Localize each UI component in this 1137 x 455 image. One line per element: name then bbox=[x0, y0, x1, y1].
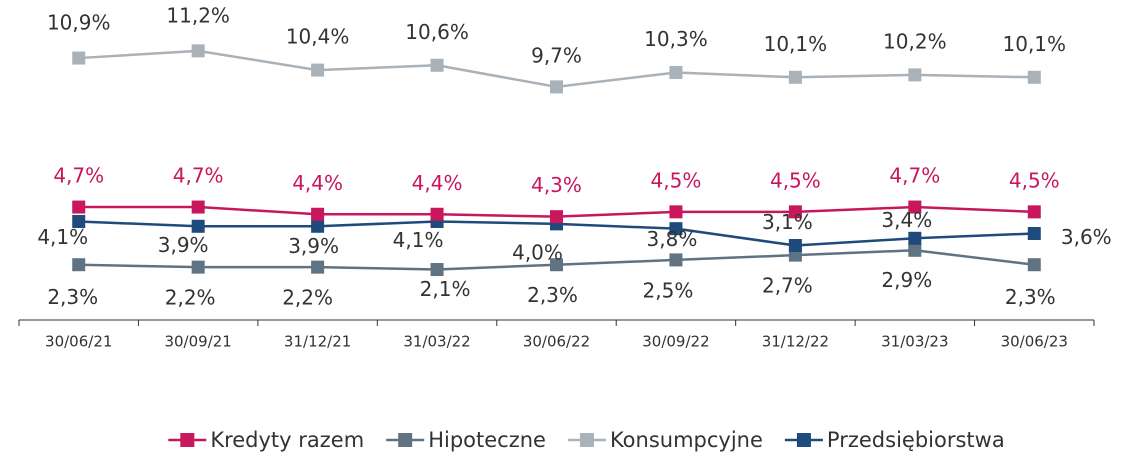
data-label: 10,2% bbox=[883, 29, 947, 53]
marker bbox=[908, 243, 922, 257]
data-label: 10,4% bbox=[286, 25, 350, 49]
legend-marker bbox=[796, 433, 811, 447]
legend-marker bbox=[180, 433, 195, 447]
marker bbox=[191, 219, 205, 233]
x-tick-label: 31/12/21 bbox=[284, 333, 351, 351]
data-label: 4,7% bbox=[173, 164, 224, 188]
marker bbox=[430, 58, 444, 72]
data-label: 10,1% bbox=[1003, 32, 1067, 56]
data-label: 10,1% bbox=[764, 32, 828, 56]
marker bbox=[191, 44, 205, 58]
marker bbox=[1027, 226, 1041, 240]
data-label: 4,3% bbox=[531, 173, 582, 197]
legend-marker bbox=[398, 433, 413, 447]
data-label: 4,5% bbox=[651, 168, 702, 192]
marker bbox=[311, 207, 325, 221]
marker bbox=[788, 205, 802, 219]
x-tick-label: 30/06/23 bbox=[1001, 333, 1068, 351]
marker bbox=[1027, 70, 1041, 84]
marker bbox=[550, 210, 563, 224]
x-tick-label: 30/09/22 bbox=[642, 333, 709, 351]
marker bbox=[1027, 258, 1041, 272]
data-label: 4,4% bbox=[412, 171, 463, 195]
marker bbox=[191, 260, 205, 274]
marker bbox=[908, 231, 922, 245]
legend-marker bbox=[579, 433, 594, 447]
data-label: 11,2% bbox=[166, 3, 230, 27]
data-label: 3,4% bbox=[881, 208, 932, 232]
data-label: 4,7% bbox=[889, 164, 940, 188]
data-label: 3,8% bbox=[647, 227, 698, 251]
data-label: 10,3% bbox=[644, 27, 708, 51]
marker bbox=[311, 260, 325, 274]
marker bbox=[669, 222, 683, 236]
marker bbox=[550, 80, 563, 94]
marker bbox=[72, 214, 86, 228]
data-label: 4,1% bbox=[37, 225, 88, 249]
marker bbox=[669, 253, 683, 267]
legend-label: Kredyty razem bbox=[210, 428, 364, 452]
data-label: 4,4% bbox=[292, 171, 343, 195]
data-label: 2,3% bbox=[527, 283, 578, 307]
marker bbox=[72, 200, 86, 214]
x-tick-label: 30/06/22 bbox=[523, 333, 590, 351]
marker bbox=[191, 200, 205, 214]
marker bbox=[311, 219, 325, 233]
data-label: 2,3% bbox=[1005, 285, 1056, 309]
data-label: 3,1% bbox=[762, 210, 813, 234]
data-label: 2,2% bbox=[282, 286, 333, 310]
marker bbox=[669, 65, 683, 79]
marker bbox=[72, 258, 86, 272]
legend: Kredyty razem Hipoteczne Konsumpcyjne Przed… bbox=[168, 428, 1005, 452]
marker bbox=[1027, 205, 1041, 219]
marker bbox=[430, 263, 444, 277]
data-label: 3,9% bbox=[158, 233, 209, 257]
data-label: 4,5% bbox=[770, 168, 821, 192]
data-label: 4,7% bbox=[53, 164, 104, 188]
data-label: 2,5% bbox=[643, 278, 694, 302]
marker bbox=[550, 258, 563, 272]
marker bbox=[788, 70, 802, 84]
x-tick-label: 31/12/22 bbox=[762, 333, 829, 351]
legend-label: Konsumpcyjne bbox=[610, 428, 763, 452]
data-label: 2,2% bbox=[165, 286, 216, 310]
data-label: 10,6% bbox=[405, 20, 469, 44]
marker bbox=[430, 207, 444, 221]
data-label: 2,1% bbox=[420, 277, 471, 301]
x-tick-label: 31/03/22 bbox=[403, 333, 470, 351]
legend-label: Hipoteczne bbox=[428, 428, 546, 452]
x-tick-label: 30/09/21 bbox=[164, 333, 231, 351]
data-label: 10,9% bbox=[47, 11, 111, 35]
data-label: 9,7% bbox=[531, 43, 582, 67]
data-label: 2,9% bbox=[881, 268, 932, 292]
marker bbox=[669, 205, 683, 219]
marker bbox=[72, 51, 86, 65]
marker bbox=[908, 200, 922, 214]
x-tick-label: 30/06/21 bbox=[45, 333, 112, 351]
data-label: 2,3% bbox=[47, 285, 98, 309]
data-label: 3,9% bbox=[288, 234, 339, 258]
marker bbox=[311, 63, 325, 77]
legend-label: Przedsiębiorstwa bbox=[827, 428, 1005, 452]
marker bbox=[908, 68, 922, 82]
data-label: 3,6% bbox=[1061, 225, 1112, 249]
data-label: 2,7% bbox=[762, 274, 813, 298]
x-tick-label: 31/03/23 bbox=[881, 333, 948, 351]
data-label: 4,0% bbox=[512, 240, 563, 264]
data-label: 4,1% bbox=[393, 228, 444, 252]
data-label: 4,5% bbox=[1009, 168, 1060, 192]
marker bbox=[788, 239, 802, 253]
